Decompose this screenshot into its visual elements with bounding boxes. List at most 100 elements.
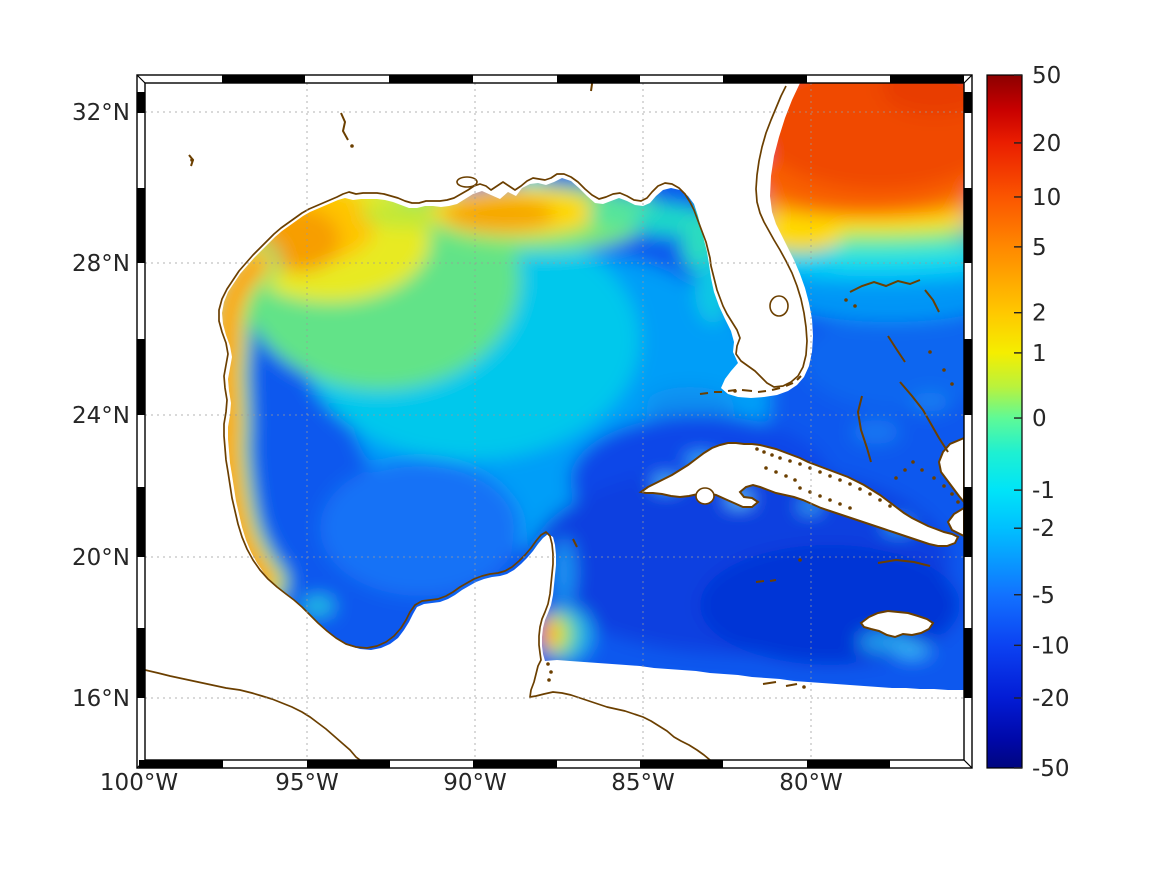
map-frame — [136, 74, 973, 769]
islet-dot-11 — [950, 492, 954, 496]
islet-dot-8 — [920, 468, 924, 472]
field-blob-37 — [750, 83, 964, 190]
islet-line-7 — [769, 579, 777, 582]
colorbar-tick-label-10: -10 — [1032, 633, 1070, 659]
lake-outline-1 — [456, 176, 478, 188]
islet-dot-30 — [838, 478, 842, 482]
frame-seg-bottom-2 — [473, 760, 557, 768]
islet-line-10 — [699, 392, 709, 395]
islet-dot-17 — [350, 144, 354, 148]
y-tick-label-2: 24°N — [72, 403, 130, 429]
colorbar-tick-label-8: -2 — [1032, 516, 1055, 542]
field-blob-27 — [778, 270, 964, 322]
y-tick-label-1: 28°N — [72, 251, 130, 277]
colorbar-tick-label-0: 50 — [1032, 63, 1061, 89]
islet-dot-25 — [788, 459, 792, 463]
land-mask-layer — [145, 83, 964, 760]
frame-seg-top-0 — [222, 75, 305, 83]
frame-seg-top-1 — [389, 75, 473, 83]
islet-dot-20 — [798, 558, 802, 562]
islet-dot-44 — [774, 470, 778, 474]
frame-seg-right-0 — [964, 92, 972, 113]
islet-dot-35 — [888, 504, 892, 508]
field-blob-45 — [894, 643, 930, 657]
x-tick-label-3: 85°W — [611, 770, 675, 796]
islet-line-20 — [340, 112, 349, 141]
x-tick-label-1: 95°W — [275, 770, 339, 796]
islet-dot-12 — [956, 500, 960, 504]
colorbar-tick-label-7: -1 — [1032, 478, 1055, 504]
frame-seg-top-2 — [557, 75, 640, 83]
islet-dot-36 — [848, 506, 852, 510]
islet-dot-28 — [818, 470, 822, 474]
islet-dot-42 — [793, 478, 797, 482]
lake-outline-0 — [769, 295, 789, 317]
frame-seg-right-3 — [964, 487, 972, 557]
islet-dot-24 — [778, 456, 782, 460]
islet-line-6 — [755, 580, 765, 583]
islet-line-1 — [924, 289, 940, 313]
islet-dot-2 — [928, 350, 932, 354]
frame-seg-top-4 — [890, 75, 964, 83]
islet-line-17 — [796, 375, 802, 381]
frame-seg-bottom-3 — [640, 760, 723, 768]
frame-seg-left-1 — [137, 188, 145, 263]
frame-seg-left-3 — [137, 487, 145, 557]
islet-dot-26 — [798, 462, 802, 466]
latitude-axis-labels: 32°N 28°N 24°N 20°N 16°N — [72, 100, 130, 712]
gridline-layer — [145, 83, 964, 760]
colorbar-tick-label-4: 2 — [1032, 301, 1047, 327]
colorbar-tick-label-9: -5 — [1032, 583, 1055, 609]
islet-line-9 — [785, 683, 798, 687]
islet-dot-4 — [950, 382, 954, 386]
islet-dot-37 — [838, 502, 842, 506]
islet-line-8 — [762, 681, 777, 685]
islet-dot-9 — [932, 476, 936, 480]
frame-bevel-0 — [136, 74, 146, 84]
frame-seg-bottom-1 — [307, 760, 390, 768]
island-cuba — [638, 442, 960, 547]
islet-dot-31 — [848, 482, 852, 486]
islet-dot-6 — [894, 476, 898, 480]
islet-dot-39 — [818, 494, 822, 498]
frame-bevel-1 — [963, 74, 973, 84]
islet-line-5 — [877, 558, 931, 567]
coastline-pacific-mexico — [145, 669, 361, 760]
colorbar-tick-label-12: -50 — [1032, 756, 1070, 782]
colorbar-tick-label-1: 20 — [1032, 131, 1061, 157]
islet-dot-32 — [858, 487, 862, 491]
coastline-layer — [145, 83, 960, 760]
y-tick-label-3: 20°N — [72, 545, 130, 571]
islet-dot-1 — [853, 304, 857, 308]
y-tick-label-4: 16°N — [72, 686, 130, 712]
field-blob-9 — [445, 196, 555, 232]
colorbar-tick-label-11: -20 — [1032, 686, 1070, 712]
field-blob-16 — [320, 460, 520, 596]
islet-dot-0 — [844, 298, 848, 302]
islet-dot-22 — [762, 450, 766, 454]
x-tick-label-0: 100°W — [100, 770, 178, 796]
islet-dot-21 — [755, 447, 759, 451]
islet-line-13 — [741, 389, 753, 392]
islet-line-14 — [757, 390, 767, 393]
frame-seg-right-1 — [964, 188, 972, 263]
islet-dot-15 — [549, 670, 553, 674]
colorbar-tick-label-3: 5 — [1032, 235, 1047, 261]
islet-dot-14 — [546, 662, 550, 666]
islet-dot-5 — [903, 468, 907, 472]
islet-dot-3 — [942, 368, 946, 372]
islet-line-0 — [849, 279, 921, 293]
islet-line-2 — [856, 395, 872, 463]
island-hispaniola-south — [946, 506, 964, 538]
frame-bevel-2 — [136, 759, 146, 769]
islet-line-16 — [785, 382, 794, 387]
islet-dot-18 — [190, 158, 194, 162]
islet-dot-45 — [764, 466, 768, 470]
longitude-axis-labels: 100°W 95°W 90°W 85°W 80°W — [100, 770, 843, 796]
land-mask-polygon — [145, 83, 964, 760]
field-blob-20 — [302, 597, 334, 615]
field-blob-21 — [553, 538, 575, 606]
islet-dot-23 — [770, 453, 774, 457]
